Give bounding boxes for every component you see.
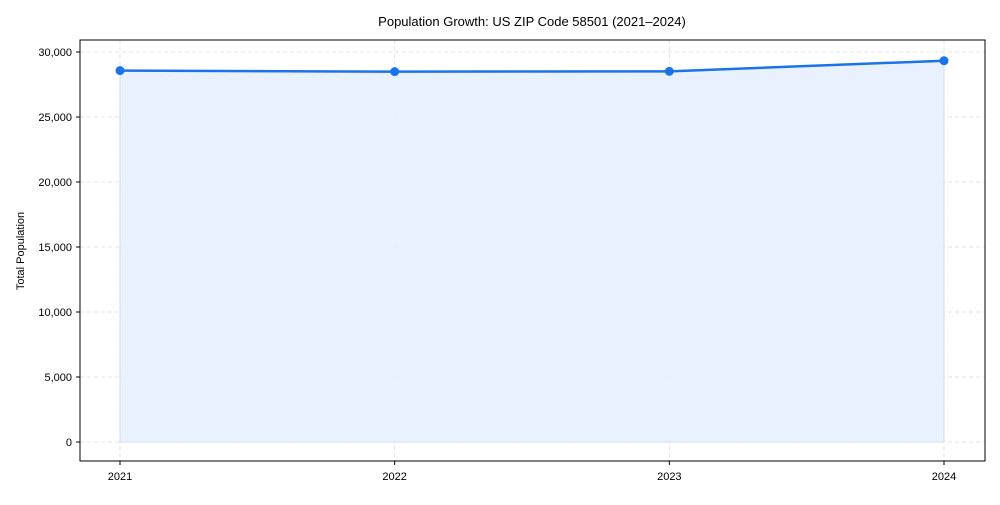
series-line [119,59,945,73]
y-tick-label: 30,000 [38,47,72,59]
y-tick-label: 20,000 [38,177,72,189]
data-point [664,66,674,76]
area-fill [119,60,945,443]
x-tick-label: 2021 [108,471,132,483]
y-tick-label: 15,000 [38,242,72,254]
y-tick-label: 0 [66,437,72,449]
x-tick-label: 2022 [382,471,406,483]
plot-frame [79,39,986,462]
x-tick-label: 2023 [657,471,681,483]
data-point [939,56,949,66]
y-tick-label: 10,000 [38,307,72,319]
y-axis-label: Total Population [15,212,27,290]
y-tick-label: 5,000 [44,372,72,384]
data-point [390,67,400,77]
x-tick-label: 2024 [932,471,956,483]
chart-title: Population Growth: US ZIP Code 58501 (20… [378,14,686,29]
y-tick-label: 25,000 [38,112,72,124]
data-point [115,66,125,76]
